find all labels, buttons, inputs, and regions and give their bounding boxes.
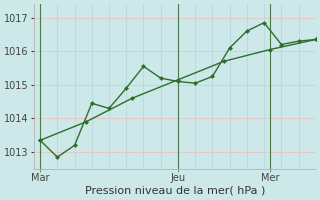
X-axis label: Pression niveau de la mer( hPa ): Pression niveau de la mer( hPa ) — [85, 186, 265, 196]
